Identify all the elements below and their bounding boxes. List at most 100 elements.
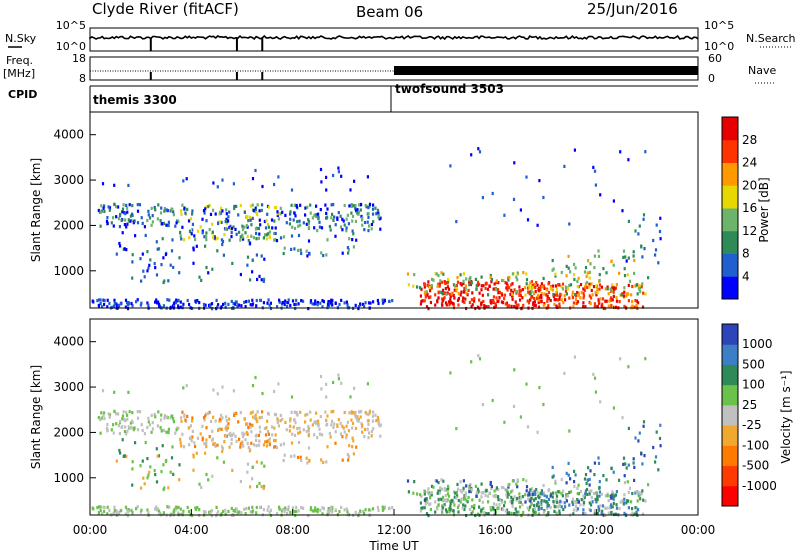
power-cell xyxy=(284,213,287,217)
velocity-cell xyxy=(593,512,596,516)
velocity-cell xyxy=(584,492,587,496)
power-cell xyxy=(141,221,144,225)
velocity-cell xyxy=(490,508,493,512)
velocity-cell xyxy=(130,508,133,513)
velocity-cell xyxy=(230,433,233,438)
velocity-cell xyxy=(254,434,257,438)
power-cell xyxy=(158,305,161,309)
velocity-cell xyxy=(561,489,565,493)
freq-left-tick-bottom: 8 xyxy=(79,72,86,85)
power-cell xyxy=(508,304,511,308)
velocity-cell xyxy=(271,433,274,437)
velocity-cell xyxy=(618,478,621,482)
power-cell xyxy=(480,284,483,288)
power-cell xyxy=(256,213,259,217)
velocity-cell xyxy=(611,493,614,497)
velocity-cell xyxy=(376,417,380,421)
velocity-cell xyxy=(216,443,219,447)
power-cell xyxy=(556,305,559,309)
velocity-cell xyxy=(161,444,164,448)
velocity-cell xyxy=(155,480,159,484)
velocity-cell xyxy=(307,446,311,450)
velocity-cell xyxy=(220,512,223,516)
velocity-cell xyxy=(352,411,355,415)
power-cell xyxy=(540,282,543,286)
power-cell xyxy=(630,293,633,297)
power-cell xyxy=(497,281,500,285)
power-cell xyxy=(562,300,565,305)
power-cell xyxy=(530,296,533,300)
power-colorbar-swatch xyxy=(722,162,738,186)
power-cell xyxy=(366,220,369,224)
velocity-cell xyxy=(481,403,484,407)
power-cell xyxy=(535,297,538,301)
power-cell xyxy=(108,301,111,305)
velocity-cell xyxy=(325,460,328,464)
power-cell xyxy=(359,208,362,212)
power-cell xyxy=(317,217,320,221)
power-cell xyxy=(480,288,483,292)
power-cell xyxy=(235,300,238,304)
velocity-cell xyxy=(216,456,219,460)
power-cell xyxy=(604,299,607,303)
velocity-cell xyxy=(366,427,369,431)
power-cell xyxy=(370,222,373,227)
velocity-cell xyxy=(263,464,266,468)
velocity-cell xyxy=(614,512,617,516)
power-cell xyxy=(623,274,627,278)
power-cell xyxy=(106,305,109,309)
velocity-cell xyxy=(515,482,518,486)
velocity-cell xyxy=(107,412,110,416)
power-cell xyxy=(443,296,446,300)
power-cell xyxy=(639,290,642,294)
velocity-cell xyxy=(146,457,149,461)
power-cell xyxy=(595,292,598,296)
power-cell xyxy=(659,216,662,220)
power-cell xyxy=(227,302,230,306)
power-cell xyxy=(212,235,215,239)
velocity-cell xyxy=(564,496,567,500)
velocity-cell xyxy=(560,477,563,482)
velocity-cell xyxy=(519,500,522,504)
power-cell xyxy=(547,304,550,308)
velocity-cell xyxy=(468,490,471,494)
velocity-cell xyxy=(251,410,254,414)
velocity-cell xyxy=(292,425,295,429)
velocity-cell xyxy=(522,478,525,482)
power-cell xyxy=(170,207,173,211)
power-cell xyxy=(307,227,310,231)
velocity-cell xyxy=(482,491,485,495)
power-cell xyxy=(233,206,236,210)
velocity-cell xyxy=(443,487,446,491)
velocity-cell xyxy=(563,371,566,375)
velocity-cell xyxy=(313,509,316,513)
velocity-cell xyxy=(147,420,150,424)
velocity-cell xyxy=(547,489,550,493)
nave-right-tick-bottom: 0 xyxy=(708,72,715,85)
velocity-cell xyxy=(614,493,617,497)
power-cell xyxy=(447,287,451,291)
velocity-cell xyxy=(117,511,121,516)
velocity-cell xyxy=(189,424,192,428)
power-cell xyxy=(560,298,563,302)
power-cell xyxy=(568,222,571,226)
velocity-cell xyxy=(97,415,100,420)
power-cell xyxy=(522,303,525,307)
power-cell xyxy=(510,283,513,287)
power-cell xyxy=(423,282,427,287)
power-cell xyxy=(467,288,470,292)
velocity-cell xyxy=(534,510,537,514)
power-cell xyxy=(146,250,149,254)
power-cell xyxy=(352,245,355,249)
power-cell xyxy=(542,195,545,200)
power-cell xyxy=(155,240,158,244)
velocity-cell xyxy=(115,422,118,426)
power-cell xyxy=(188,219,191,223)
velocity-cell xyxy=(640,492,643,496)
power-cell xyxy=(567,266,570,270)
velocity-cell xyxy=(351,426,354,430)
velocity-cell xyxy=(125,432,128,436)
velocity-cell xyxy=(457,510,460,514)
velocity-cell xyxy=(113,505,116,509)
power-cell xyxy=(290,234,294,238)
